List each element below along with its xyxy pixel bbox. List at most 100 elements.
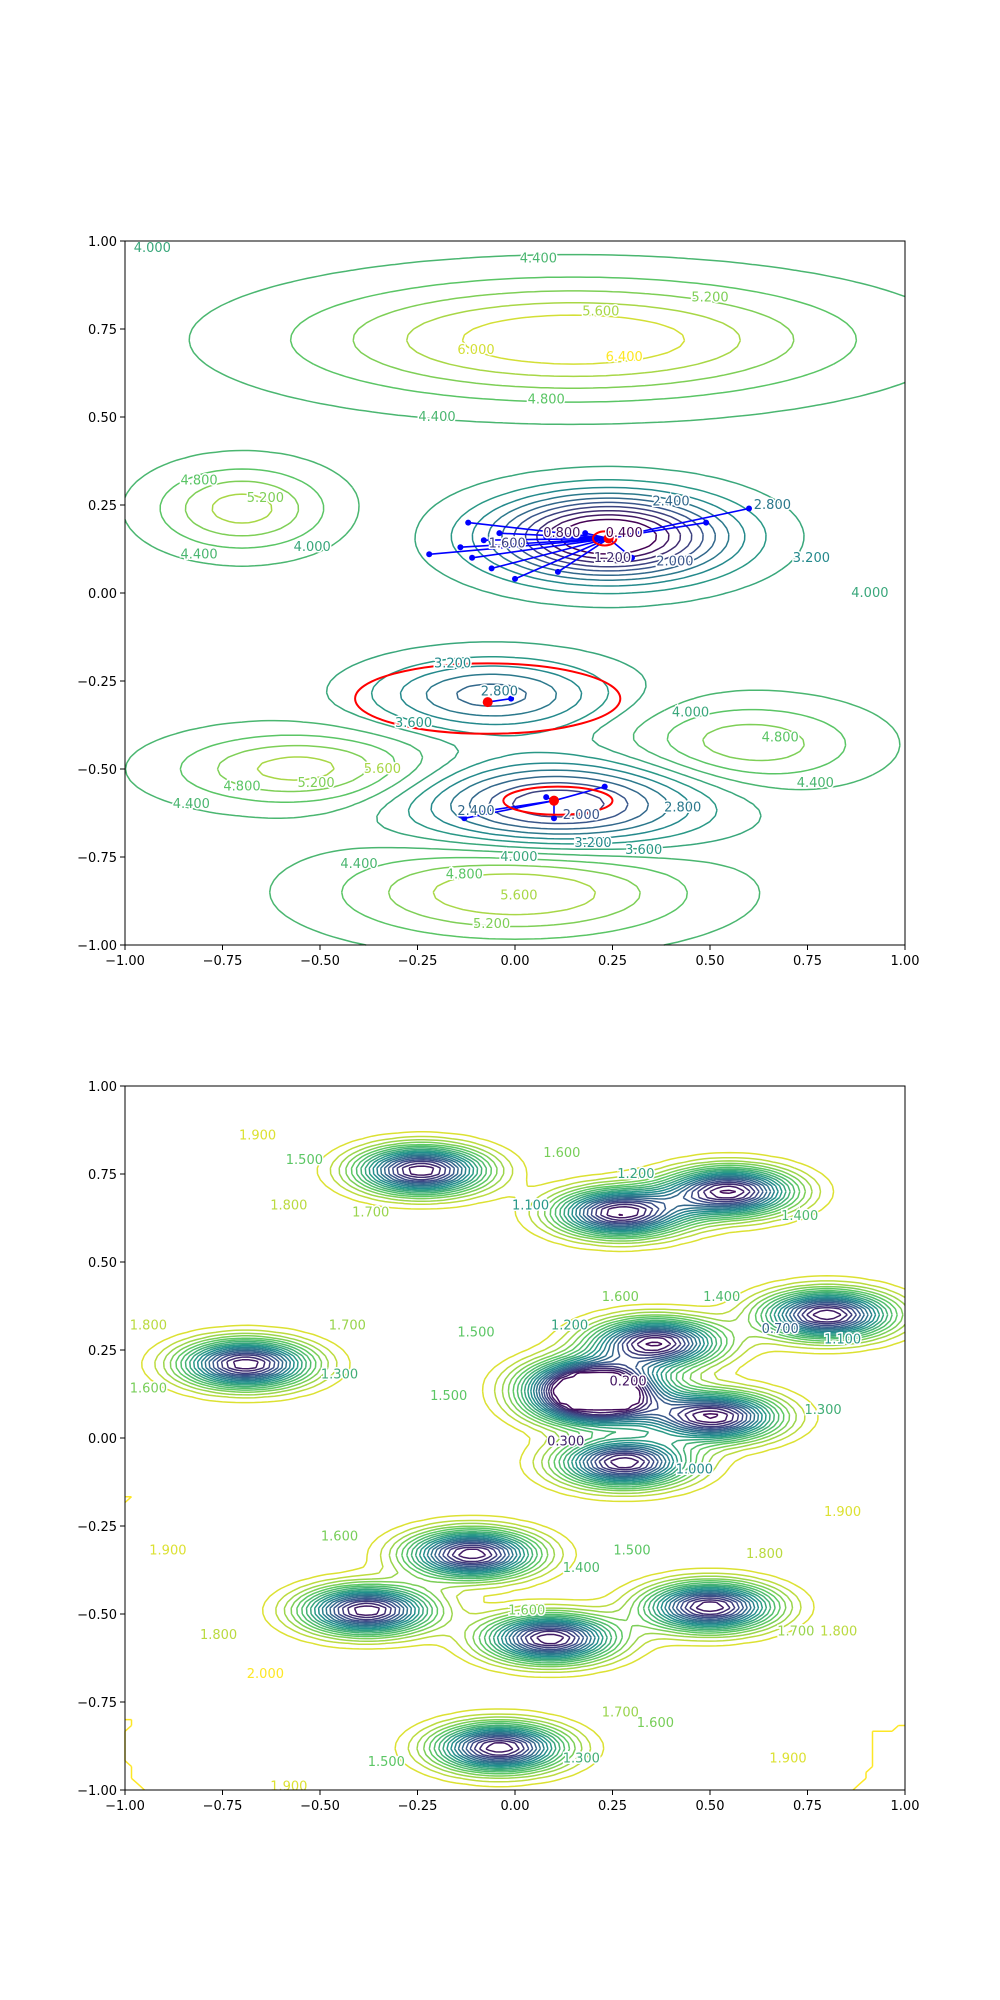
- bottom-contour-line: [184, 1147, 889, 1772]
- top-contour-label: 2.000: [656, 554, 693, 569]
- top-contour-label: 4.400: [520, 252, 557, 267]
- top-contour-label: 2.400: [652, 494, 689, 509]
- top-x-ticks: −1.00 −0.75 −0.50 −0.25 0.00 0.25 0.50 0.75 1.00: [105, 945, 919, 969]
- optimizer-path-point: [457, 544, 464, 551]
- top-y-tick-label: 0.00: [88, 587, 117, 602]
- bottom-contour-label: 1.000: [676, 1463, 713, 1478]
- bottom-contour-label: 1.100: [824, 1332, 861, 1347]
- optimizer-path: [499, 532, 609, 540]
- top-contour-line: [370, 478, 767, 845]
- red-minimum-point: [482, 697, 493, 708]
- top-y-tick-label: 0.25: [88, 499, 117, 514]
- optimizer-path: [608, 507, 750, 540]
- optimizer-path-point: [512, 575, 518, 582]
- top-contour-line: [399, 486, 746, 840]
- bottom-contour-label: 1.600: [321, 1530, 358, 1545]
- bottom-y-ticks: −1.00 −0.75 −0.50 −0.25 0.00 0.25 0.50 0.75 1.00: [77, 1080, 125, 1799]
- top-contour-label: 5.200: [473, 917, 510, 932]
- optimizer-path-point: [551, 815, 557, 822]
- bottom-contour-label: 1.400: [781, 1209, 818, 1224]
- optimizer-path-point: [582, 530, 589, 537]
- top-contour-label: 2.800: [754, 498, 791, 513]
- bottom-contour-label: 1.900: [270, 1779, 307, 1794]
- bottom-contour-label: 1.900: [239, 1128, 276, 1143]
- bottom-contour-label: 1.300: [321, 1368, 358, 1383]
- top-contour-label: 3.200: [574, 836, 611, 851]
- top-contour-label: 4.000: [672, 706, 709, 721]
- bottom-contour-label: 1.700: [352, 1206, 389, 1221]
- bottom-y-tick-label: 0.00: [88, 1432, 117, 1447]
- bottom-contour-line: [216, 1159, 857, 1760]
- top-contour-label: 4.800: [180, 473, 217, 488]
- bottom-contour-line: [200, 1153, 873, 1766]
- optimizer-path-point: [746, 505, 752, 512]
- top-contour-line: [159, 276, 858, 940]
- bottom-x-tick-label: 0.75: [793, 1799, 822, 1814]
- top-contour-label: 0.800: [543, 526, 580, 541]
- optimizer-path: [483, 537, 609, 541]
- bottom-contour-label: 1.500: [286, 1153, 323, 1168]
- top-x-tick-label: 1.00: [891, 954, 920, 969]
- bottom-x-tick-label: −1.00: [105, 1799, 145, 1814]
- top-contour-label: 3.200: [793, 551, 830, 566]
- bottom-y-tick-label: 0.50: [88, 1256, 117, 1271]
- top-contour-line: [184, 290, 805, 928]
- red-minimum-point: [549, 795, 559, 806]
- top-x-tick-label: 0.75: [793, 954, 822, 969]
- optimizer-path-point: [457, 811, 464, 818]
- bottom-contour-label: 1.200: [551, 1318, 588, 1333]
- bottom-x-tick-label: 0.50: [696, 1799, 725, 1814]
- bottom-contour-label: 1.300: [804, 1403, 841, 1418]
- bottom-contour-label: 1.700: [602, 1706, 639, 1721]
- bottom-contour-label: 1.900: [769, 1751, 806, 1766]
- bottom-contour-label: 1.700: [777, 1625, 814, 1640]
- bottom-contour-label: 1.600: [637, 1716, 674, 1731]
- top-contour-line: [456, 497, 717, 830]
- bottom-contour-line: [552, 1189, 736, 1420]
- bottom-contour-label: 1.300: [563, 1751, 600, 1766]
- bottom-contour-label: 2.000: [247, 1667, 284, 1682]
- top-contour-label: 5.200: [691, 290, 728, 305]
- top-contour-label: 2.800: [664, 801, 701, 816]
- bottom-contour-line: [189, 1148, 885, 1770]
- bottom-contour-label: 1.700: [329, 1318, 366, 1333]
- optimizer-path-point: [461, 815, 468, 822]
- top-contour-label: 5.600: [364, 762, 401, 777]
- bottom-contour-line: [226, 1162, 848, 1756]
- bottom-contour-label: 1.600: [130, 1382, 167, 1397]
- top-contour-line: [511, 505, 693, 818]
- top-contour-label: 5.600: [500, 889, 537, 904]
- top-contour-label: 5.200: [247, 491, 284, 506]
- optimizer-path-point: [601, 783, 608, 790]
- top-contour-label: 4.800: [223, 780, 260, 795]
- bottom-y-tick-label: −0.75: [77, 1696, 117, 1711]
- optimizer-path: [464, 799, 555, 820]
- top-overlay: [354, 505, 752, 822]
- optimizer-path: [471, 537, 609, 559]
- top-y-tick-label: 0.75: [88, 323, 117, 338]
- optimizer-path: [429, 537, 609, 556]
- bottom-x-tick-label: −0.50: [300, 1799, 340, 1814]
- top-contour-label: 1.600: [489, 537, 526, 552]
- bottom-contour-line: [204, 1154, 869, 1764]
- top-contour-label: 3.200: [434, 656, 471, 671]
- bottom-contour-label: 1.500: [613, 1544, 650, 1559]
- bottom-contour-labels: 1.900 1.500 1.600 1.200 1.400 1.800 1.700 1.100…: [128, 1127, 862, 1796]
- top-y-tick-label: −0.25: [77, 675, 117, 690]
- top-contour-label: 4.800: [528, 392, 565, 407]
- top-contour-labels: 4.000 4.400 5.200 5.600 6.000 6.400 4.800 4.400…: [132, 240, 890, 934]
- bottom-contour-label: 1.800: [130, 1318, 167, 1333]
- bottom-contour-label: 1.800: [746, 1547, 783, 1562]
- optimizer-path-point: [426, 551, 433, 558]
- optimizer-path: [491, 537, 609, 570]
- top-contour-label: 4.400: [180, 547, 217, 562]
- bottom-contour-label: 1.800: [270, 1199, 307, 1214]
- bottom-contour-line: [180, 1145, 893, 1773]
- top-y-tick-label: −0.75: [77, 851, 117, 866]
- top-contour-label: 6.000: [457, 343, 494, 358]
- top-contour-label: 4.000: [134, 241, 171, 256]
- optimizer-path-point: [543, 794, 550, 801]
- optimizer-path-point: [496, 530, 503, 537]
- top-y-tick-label: −1.00: [77, 939, 117, 954]
- top-contour-label: 4.400: [340, 857, 377, 872]
